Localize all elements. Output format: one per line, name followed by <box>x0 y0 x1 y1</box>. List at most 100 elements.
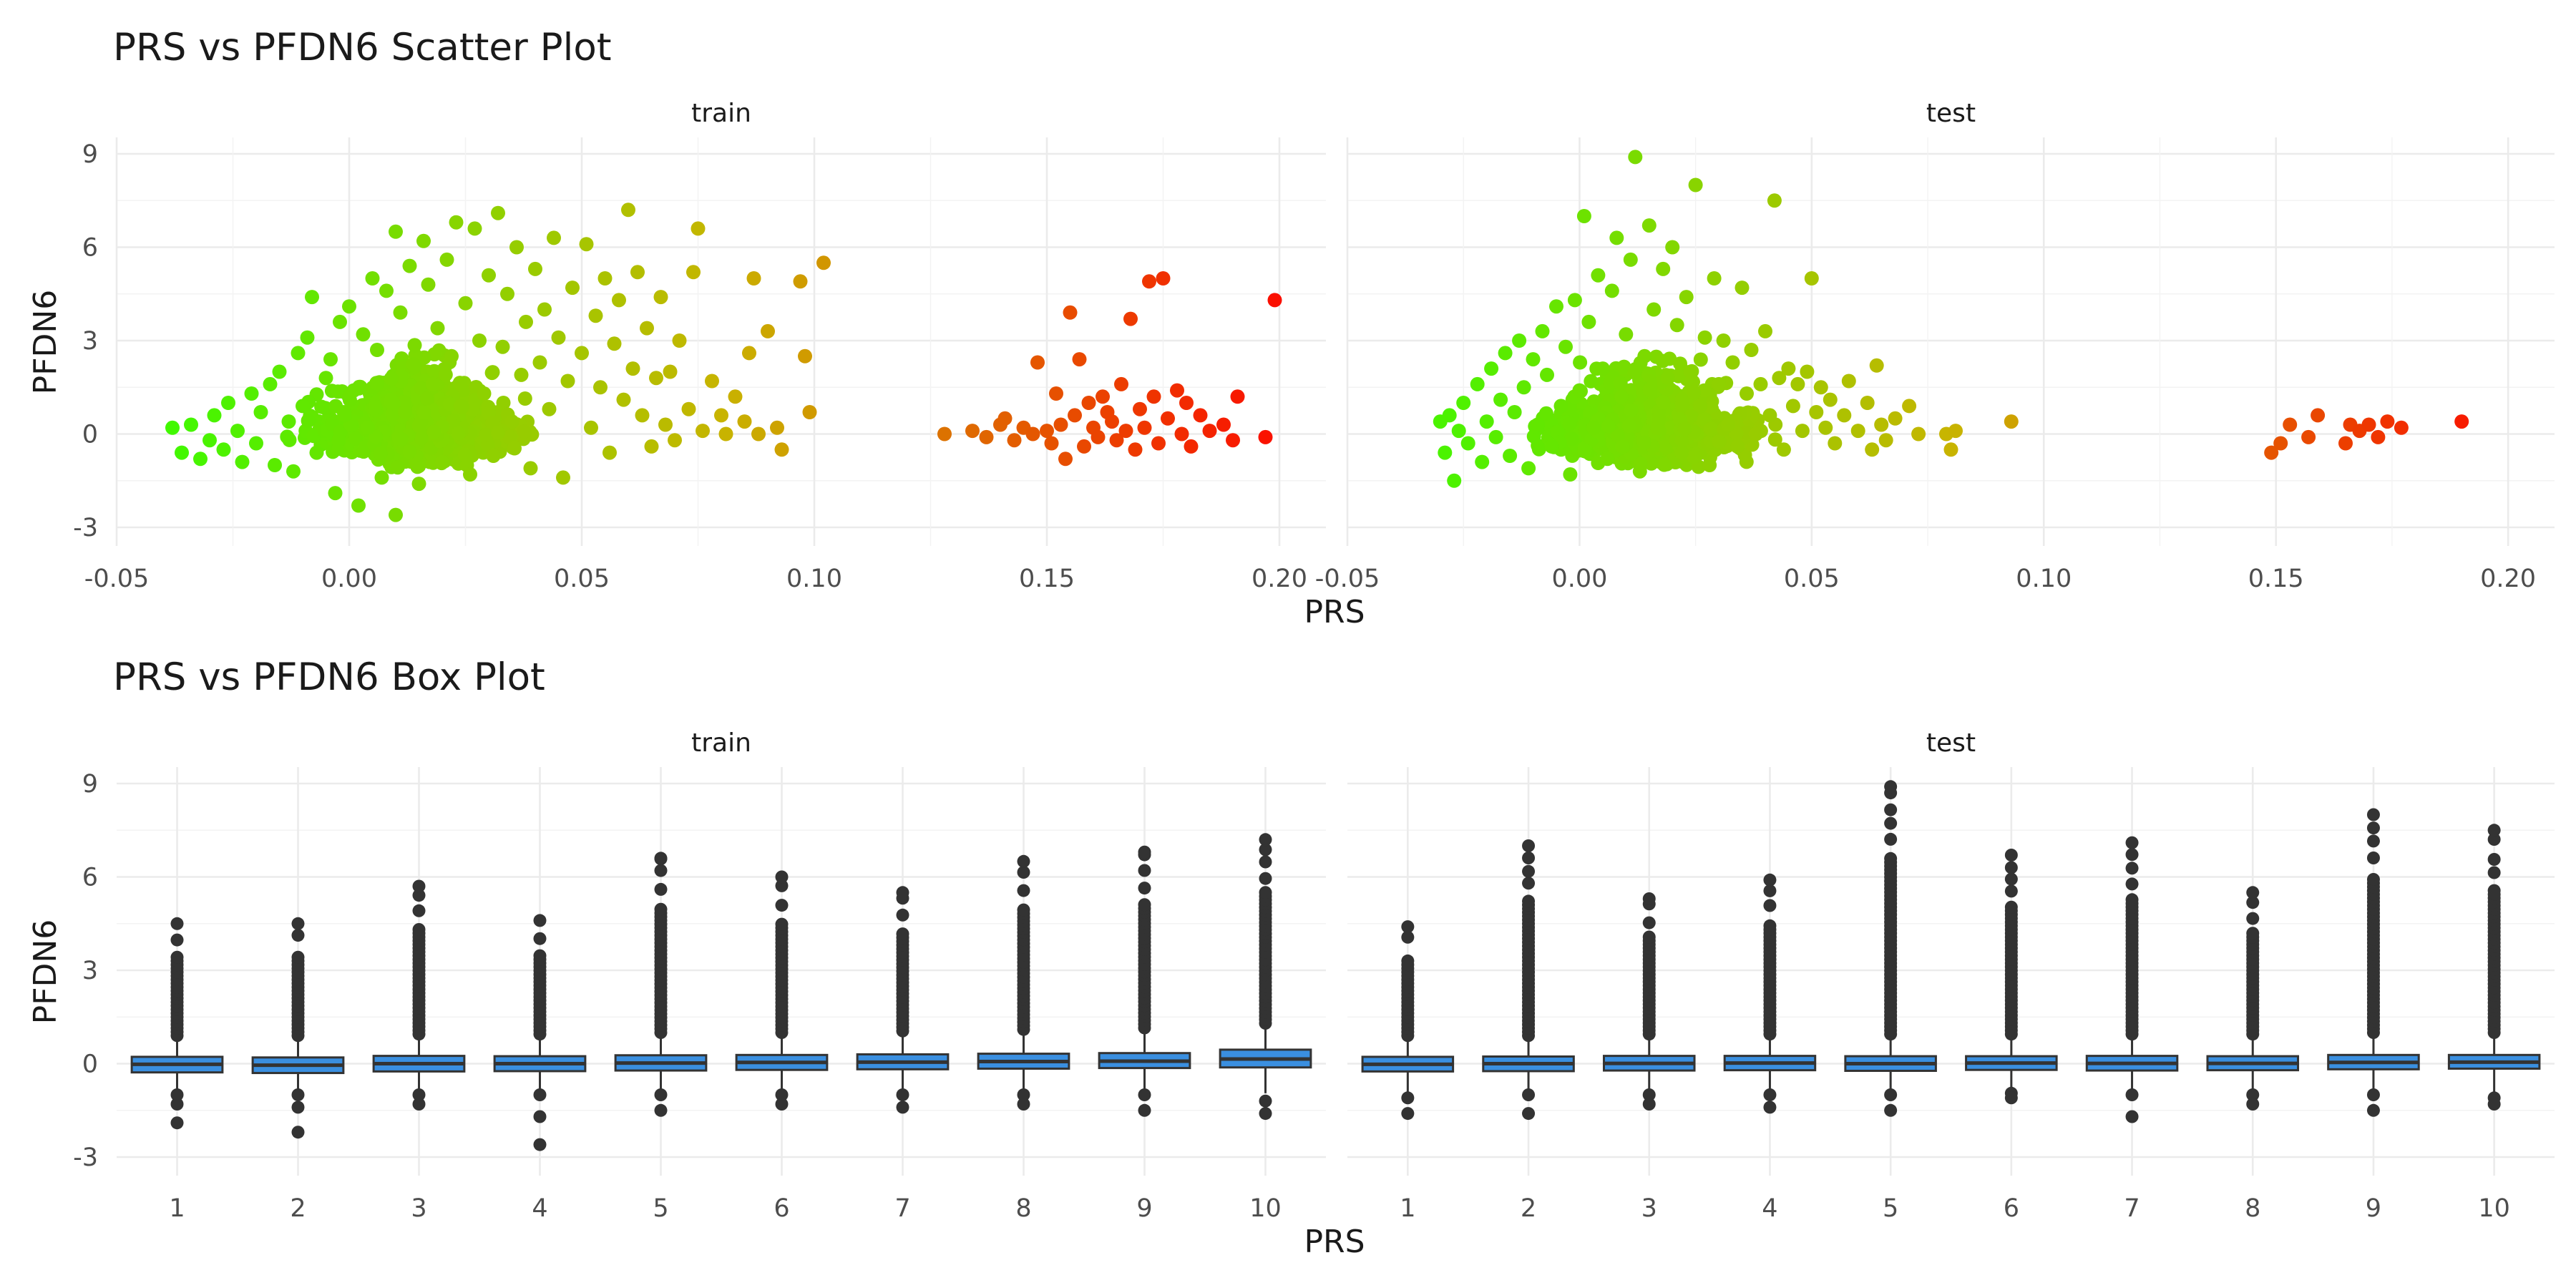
scatter-point <box>1841 374 1856 389</box>
x-tick-label: 2 <box>290 1194 306 1223</box>
scatter-point <box>2338 436 2353 451</box>
scatter-point <box>416 405 431 420</box>
x-tick-label: 0.15 <box>1019 565 1075 593</box>
scatter-point <box>430 321 445 336</box>
scatter-point <box>416 233 431 248</box>
box-outlier <box>412 1098 426 1111</box>
scatter-point <box>686 265 701 280</box>
scatter-point <box>268 458 282 472</box>
scatter-point <box>1007 433 1022 448</box>
scatter-point <box>1813 380 1828 395</box>
box-4 <box>493 914 587 1151</box>
scatter-point <box>451 426 466 441</box>
scatter-point <box>1850 424 1865 439</box>
scatter-point <box>1146 389 1161 404</box>
scatter-point <box>519 314 533 329</box>
scatter-point <box>1258 429 1273 444</box>
scatter-point <box>1725 355 1740 370</box>
scatter-point <box>272 364 287 379</box>
scatter-point <box>1874 417 1889 432</box>
scatter-point <box>438 367 453 382</box>
x-tick-label: 8 <box>1015 1194 1031 1223</box>
x-tick-label: -0.05 <box>84 565 150 593</box>
scatter-point <box>1558 339 1573 354</box>
scatter-point <box>1544 439 1559 454</box>
scatter-point <box>1053 417 1068 432</box>
scatter-point <box>1479 414 1494 429</box>
scatter-point <box>746 271 761 286</box>
scatter-point <box>1193 408 1208 423</box>
scatter-point <box>1123 311 1138 326</box>
box-outlier <box>412 904 426 917</box>
scatter-point <box>1488 429 1503 444</box>
scatter-point <box>1553 399 1568 414</box>
scatter-point <box>1573 355 1588 370</box>
facet-strip-label: test <box>1926 99 1976 128</box>
scatter-point <box>1665 240 1680 255</box>
scatter-point <box>1721 417 1736 432</box>
scatter-point <box>2361 417 2376 432</box>
scatter-point <box>328 486 343 501</box>
scatter-point <box>551 330 566 345</box>
scatter-point <box>1902 399 1917 414</box>
scatter-point <box>1878 433 1893 448</box>
scatter-point <box>1730 439 1745 454</box>
scatter-point <box>1888 411 1903 426</box>
scatter-point <box>1475 454 1490 469</box>
scatter-point <box>597 271 613 286</box>
scatter-point <box>2311 408 2326 423</box>
scatter-point <box>1526 352 1541 367</box>
scatter-point <box>1562 416 1577 431</box>
scatter-point <box>1828 436 1843 451</box>
scatter-point <box>714 408 728 423</box>
scatter-point <box>770 420 784 435</box>
scatter-point <box>369 376 384 391</box>
scatter-point <box>1230 389 1245 404</box>
scatter-point <box>1837 408 1852 423</box>
scatter-point <box>1948 424 1963 439</box>
scatter-point <box>517 424 532 439</box>
scatter-point <box>491 205 505 220</box>
scatter-point <box>560 374 575 389</box>
scatter-point <box>1584 374 1599 389</box>
scatter-point <box>556 470 570 485</box>
scatter-point <box>486 449 501 463</box>
scatter-point <box>1621 419 1636 434</box>
scatter-point <box>1577 444 1592 459</box>
scatter-point <box>370 343 384 357</box>
scatter-point <box>621 203 635 218</box>
scatter-point <box>663 364 678 379</box>
scatter-point <box>584 420 598 435</box>
scatter-point <box>1943 442 1958 457</box>
scatter-point <box>1063 305 1078 320</box>
scatter-point <box>1563 467 1578 482</box>
box-outlier <box>170 933 184 947</box>
scatter-point <box>1790 376 1805 391</box>
x-tick-label: 0.10 <box>786 565 842 593</box>
x-tick-label: 0.00 <box>321 565 377 593</box>
scatter-point <box>1637 348 1652 364</box>
scatter-point <box>1096 389 1110 404</box>
x-tick-label: 5 <box>653 1194 668 1223</box>
scatter-point <box>1702 458 1717 472</box>
scatter-point <box>1030 355 1045 370</box>
scatter-point <box>1531 417 1545 432</box>
scatter-point <box>997 411 1013 426</box>
scatter-point <box>1615 439 1630 454</box>
scatter-point <box>1142 274 1156 289</box>
box-outlier <box>291 917 305 930</box>
scatter-point <box>389 224 403 239</box>
scatter-point <box>1595 361 1610 376</box>
scatter-point <box>1091 429 1106 444</box>
scatter-point <box>230 424 245 439</box>
scatter-point <box>1677 421 1692 436</box>
scatter-point <box>1624 403 1639 418</box>
scatter-point <box>802 405 817 419</box>
scatter-point <box>305 290 319 305</box>
scatter-point <box>1767 193 1782 208</box>
scatter-point <box>793 274 808 289</box>
scatter-point <box>737 414 752 429</box>
